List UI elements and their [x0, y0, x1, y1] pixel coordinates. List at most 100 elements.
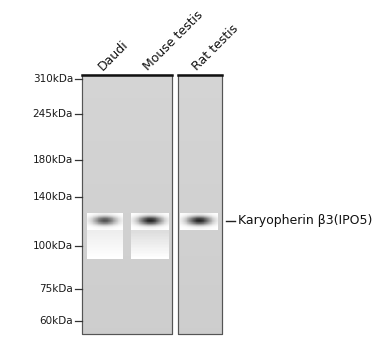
Bar [146, 220, 147, 221]
Bar [156, 227, 157, 228]
Bar [166, 222, 167, 223]
Bar [215, 227, 216, 228]
Bar [153, 216, 154, 217]
Bar [180, 226, 181, 227]
Bar [181, 221, 182, 222]
Bar [189, 224, 190, 225]
Bar [93, 222, 94, 223]
Bar [140, 220, 141, 221]
Bar [166, 216, 167, 217]
Bar [187, 214, 188, 215]
Bar [88, 228, 89, 229]
Bar [147, 215, 148, 216]
Bar [92, 215, 93, 216]
Bar [205, 226, 206, 227]
Bar [203, 216, 204, 217]
Bar [217, 228, 218, 229]
Bar [92, 223, 93, 224]
Bar [120, 225, 121, 226]
Bar [99, 218, 100, 219]
Bar [139, 224, 140, 225]
Bar [155, 225, 156, 226]
Bar [154, 226, 155, 227]
Bar [147, 223, 148, 224]
Bar [88, 221, 89, 222]
Bar [131, 227, 132, 228]
Bar [208, 214, 209, 215]
Bar [107, 221, 108, 222]
Bar [186, 224, 187, 225]
Bar [96, 227, 97, 228]
Bar [141, 218, 142, 219]
Bar [159, 219, 160, 220]
Bar [143, 228, 144, 229]
Bar [181, 225, 182, 226]
Bar [107, 216, 108, 217]
Bar [206, 227, 207, 228]
Bar [198, 216, 199, 217]
Bar [209, 218, 210, 219]
Bar [133, 226, 134, 227]
Text: Mouse testis: Mouse testis [141, 8, 206, 73]
Bar [138, 221, 139, 222]
Bar [203, 215, 204, 216]
Bar [96, 219, 97, 220]
Bar [105, 221, 106, 222]
Bar [204, 228, 205, 229]
Bar [166, 224, 167, 225]
Bar [141, 225, 142, 226]
Bar [183, 221, 184, 222]
Bar [202, 227, 203, 228]
Bar [205, 216, 206, 217]
Bar [113, 219, 114, 220]
Bar [150, 223, 151, 224]
Bar [212, 220, 213, 221]
Bar [190, 222, 191, 223]
Bar [118, 214, 119, 215]
Bar [150, 227, 151, 228]
Bar [119, 223, 120, 224]
Bar [119, 219, 120, 220]
Bar [197, 228, 198, 229]
Bar [159, 220, 160, 221]
Bar [119, 221, 120, 222]
Bar [150, 221, 151, 222]
Bar [121, 220, 122, 221]
Bar [161, 227, 162, 228]
Bar [111, 225, 112, 226]
Bar [95, 221, 96, 222]
Bar [139, 215, 140, 216]
Bar [182, 224, 183, 225]
Bar [87, 251, 123, 253]
Bar [154, 228, 155, 229]
Bar [193, 223, 194, 224]
Bar [208, 222, 209, 223]
Bar [158, 222, 159, 223]
Bar [208, 217, 209, 218]
Bar [182, 226, 183, 227]
Bar [197, 216, 198, 217]
Bar [135, 225, 136, 226]
Bar [181, 215, 182, 216]
Bar [189, 221, 190, 222]
Bar [200, 214, 201, 215]
Bar [200, 228, 201, 229]
Bar [111, 217, 112, 218]
Bar [212, 223, 213, 224]
Bar [216, 214, 217, 215]
Bar [181, 216, 182, 217]
Bar [165, 214, 166, 215]
Bar [137, 217, 138, 218]
Bar [98, 225, 99, 226]
Bar [136, 225, 137, 226]
Bar [148, 215, 149, 216]
Bar [180, 214, 181, 215]
Bar [96, 222, 97, 223]
Bar [98, 220, 99, 221]
Bar [145, 226, 146, 227]
Bar [149, 220, 150, 221]
Bar [184, 224, 185, 225]
Bar [193, 227, 194, 228]
Bar [87, 225, 88, 226]
Bar [216, 226, 217, 227]
